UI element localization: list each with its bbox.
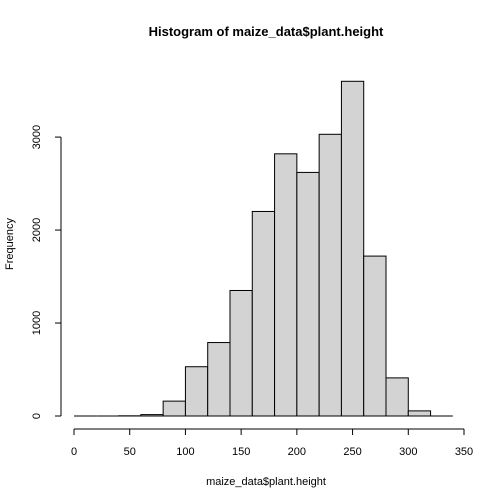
x-tick-label: 350 [455,446,473,458]
y-tick-label: 2000 [31,218,43,242]
y-axis: 0 1000 2000 3000 [31,125,62,419]
y-tick-label: 1000 [31,311,43,335]
x-tick-label: 250 [343,446,361,458]
histogram-bar [363,255,387,417]
y-tick-label: 0 [31,413,43,419]
histogram-bar [385,377,409,417]
histogram-bar [274,153,298,417]
x-tick-label: 0 [71,446,77,458]
y-tick-label: 3000 [31,125,43,149]
histogram-bar [407,410,432,417]
x-tick-label: 100 [176,446,194,458]
histogram-bar [251,210,276,417]
histogram-bar [296,171,320,417]
x-axis-label: maize_data$plant.height [206,476,326,488]
histogram-bar [184,366,209,417]
y-axis-label: Frequency [4,218,16,270]
histogram-bar [162,400,186,417]
x-tick-label: 300 [399,446,417,458]
bars-group [74,80,453,417]
chart-title: Histogram of maize_data$plant.height [149,24,384,39]
histogram-bar [140,414,164,417]
histogram-bar [229,289,253,417]
histogram-bar [207,342,231,417]
x-axis: 0 50 100 150 200 250 300 350 [71,428,473,458]
histogram-bar [318,133,342,417]
x-tick-label: 200 [288,446,306,458]
histogram-bar [340,80,365,417]
x-tick-label: 50 [124,446,136,458]
x-tick-label: 150 [232,446,250,458]
